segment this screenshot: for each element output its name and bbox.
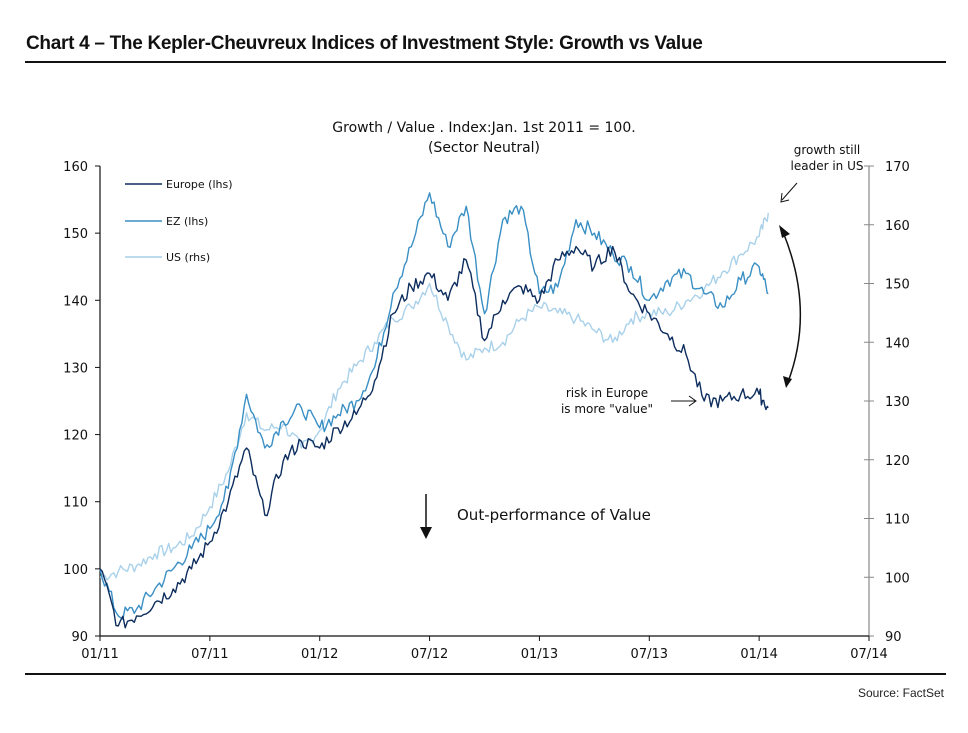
- y-right-tick-label: 120: [885, 454, 910, 469]
- double-arrow-head-bottom-icon: [783, 376, 792, 388]
- y-right-tick-label: 140: [885, 336, 910, 351]
- y-right-tick-label: 130: [885, 395, 910, 410]
- chart-subtitle: (Sector Neutral): [428, 140, 540, 156]
- y-left-tick-label: 140: [63, 294, 88, 309]
- y-right-tick-label: 170: [885, 160, 910, 175]
- arrow-risk-europe-head-icon: [688, 395, 697, 407]
- y-right-tick-label: 110: [885, 513, 910, 528]
- x-tick-label: 01/13: [521, 647, 558, 662]
- series-line-us: [99, 212, 769, 581]
- y-left-tick-label: 110: [63, 496, 88, 511]
- annotation-value-outperformance-text: Out-performance of Value: [457, 506, 651, 524]
- y-left-tick-label: 120: [63, 429, 88, 444]
- annotation-risk-europe-line1: risk in Europe: [566, 386, 648, 400]
- series-group: [99, 192, 769, 629]
- chart-title: Growth / Value . Index:Jan. 1st 2011 = 1…: [332, 120, 635, 136]
- annotation-growth-us: growth still leader in US: [780, 143, 864, 203]
- x-tick-label: 07/12: [411, 647, 448, 662]
- y-right-tick-label: 90: [885, 630, 902, 645]
- legend-label-ez: EZ (lhs): [166, 215, 208, 228]
- double-arrow-curve: [782, 231, 802, 383]
- y-left-tick-label: 130: [63, 361, 88, 376]
- series-line-ez: [99, 192, 769, 620]
- legend-label-europe: Europe (lhs): [166, 178, 233, 191]
- axes: 90 100 110 120 130 140 150 160 90 100 110 120 130 140…: [63, 160, 910, 662]
- legend-label-us: US (rhs): [166, 251, 210, 264]
- footer-divider: [25, 673, 946, 675]
- legend: Europe (lhs) EZ (lhs) US (rhs): [125, 178, 233, 264]
- annotation-value-outperformance: Out-performance of Value: [420, 494, 651, 539]
- annotation-risk-europe: risk in Europe is more "value": [561, 386, 697, 416]
- annotation-growth-us-line2: leader in US: [791, 159, 864, 173]
- down-arrow-icon: [420, 527, 432, 539]
- page-title: Chart 4 – The Kepler-Cheuvreux Indices o…: [26, 33, 703, 54]
- y-left-tick-label: 90: [71, 630, 88, 645]
- y-right-tick-label: 100: [885, 571, 910, 586]
- y-left-tick-label: 100: [63, 563, 88, 578]
- title-divider: [25, 61, 946, 63]
- annotation-growth-us-line1: growth still: [794, 143, 861, 157]
- annotation-spread-arrow: [779, 225, 802, 388]
- x-tick-label: 01/11: [81, 647, 118, 662]
- y-right-tick-label: 160: [885, 219, 910, 234]
- source-note: Source: FactSet: [857, 686, 944, 700]
- double-arrow-head-top-icon: [779, 225, 790, 238]
- y-left-tick-label: 160: [63, 160, 88, 175]
- y-right-tick-label: 150: [885, 278, 910, 293]
- series-line-europe: [99, 245, 769, 629]
- x-tick-label: 01/14: [740, 647, 777, 662]
- x-tick-label: 07/13: [631, 647, 668, 662]
- arrow-growth-us-shaft: [781, 182, 798, 201]
- x-tick-label: 07/11: [191, 647, 228, 662]
- x-tick-label: 07/14: [850, 647, 887, 662]
- x-tick-label: 01/12: [301, 647, 338, 662]
- annotation-risk-europe-line2: is more "value": [561, 402, 653, 416]
- y-left-tick-label: 150: [63, 227, 88, 242]
- arrow-growth-us-head-icon: [780, 192, 790, 203]
